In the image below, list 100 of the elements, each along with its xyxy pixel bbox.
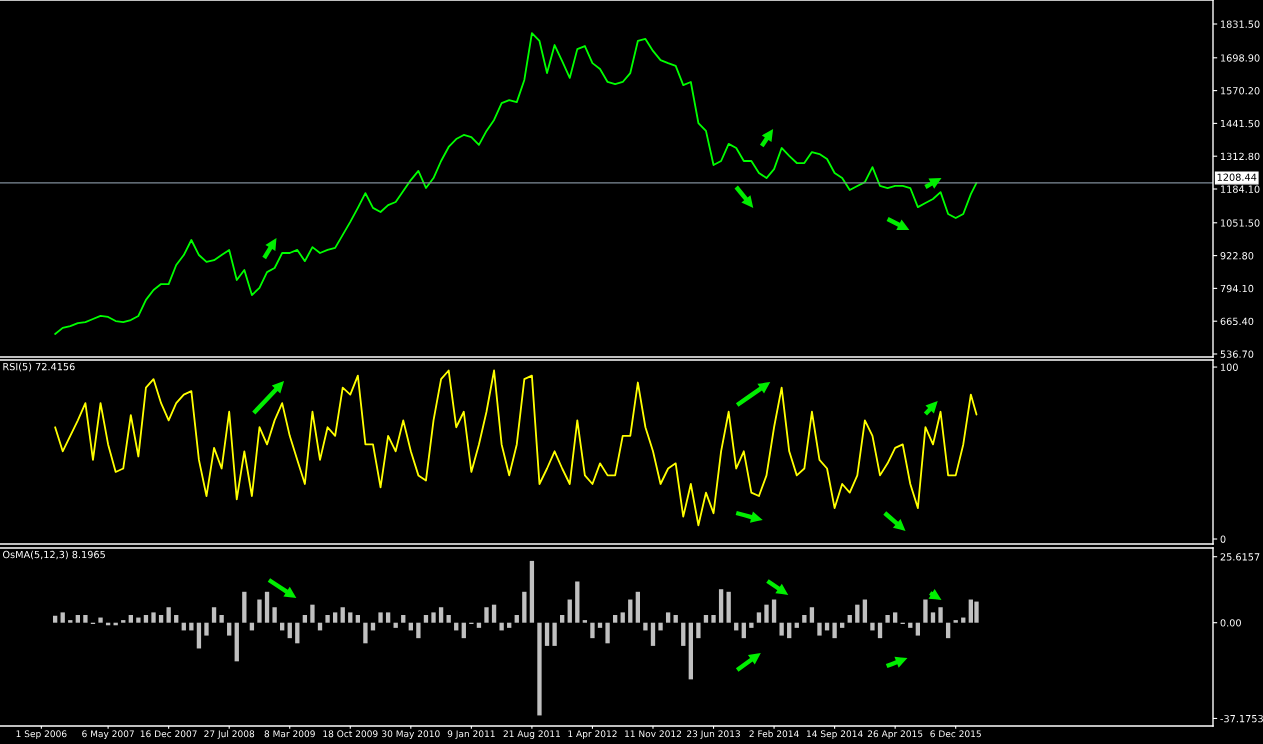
bar xyxy=(310,604,315,623)
bar xyxy=(779,622,784,636)
bar xyxy=(75,614,80,623)
line-series xyxy=(54,32,978,335)
y-tick-label: 100 xyxy=(1221,363,1238,371)
bar xyxy=(658,622,663,631)
bar xyxy=(877,622,883,639)
bar xyxy=(461,622,466,639)
bar xyxy=(560,614,565,623)
y-tick-label: 922.80 xyxy=(1220,252,1254,260)
bar xyxy=(726,591,731,623)
bar xyxy=(499,622,504,631)
bar xyxy=(681,622,686,646)
bar xyxy=(612,614,618,623)
bar xyxy=(522,591,527,623)
bar xyxy=(128,614,133,623)
bar xyxy=(582,620,588,623)
y-tick-label: 1831.50 xyxy=(1221,20,1260,28)
x-tick-label: 9 Jan 2011 xyxy=(447,730,495,739)
y-tick-label: 0.00 xyxy=(1220,619,1241,627)
bar xyxy=(537,622,542,716)
bar xyxy=(961,617,966,623)
x-tick-label: 14 Sep 2014 xyxy=(807,730,863,739)
chart-title: RSI(5) 72.4156 xyxy=(3,362,75,372)
bar xyxy=(870,622,875,631)
bar xyxy=(923,599,928,623)
bar xyxy=(121,620,126,623)
bar xyxy=(355,614,361,623)
bar xyxy=(787,622,792,639)
bar xyxy=(953,620,958,623)
x-tick-label: 2 Feb 2014 xyxy=(749,730,799,738)
bar xyxy=(945,622,951,639)
bar xyxy=(196,622,202,649)
bar xyxy=(552,622,557,646)
bar xyxy=(211,607,217,623)
x-tick-label: 6 Dec 2015 xyxy=(930,730,981,738)
bar xyxy=(847,614,852,623)
bar xyxy=(840,622,845,628)
bar xyxy=(204,622,209,636)
bar xyxy=(257,599,262,623)
y-tick-label: 1698.90 xyxy=(1221,54,1260,62)
x-tick-label: 27 Jul 2008 xyxy=(204,730,255,739)
bar xyxy=(136,617,141,623)
bar xyxy=(52,615,58,623)
bar xyxy=(741,622,746,639)
x-tick-label: 18 Oct 2009 xyxy=(323,730,378,738)
bar xyxy=(711,614,716,623)
bar xyxy=(158,614,164,623)
y-tick-label: 0 xyxy=(1220,535,1226,543)
bar xyxy=(423,614,429,623)
bar xyxy=(908,622,913,628)
x-tick-label: 26 Apr 2015 xyxy=(867,730,923,739)
bar xyxy=(703,614,709,623)
bar xyxy=(597,622,603,628)
bar xyxy=(650,622,656,646)
y-tick-label: 1570.20 xyxy=(1221,87,1260,95)
bar xyxy=(529,560,535,623)
bar xyxy=(219,614,224,623)
bar xyxy=(938,607,943,623)
bar xyxy=(514,614,519,623)
bar xyxy=(491,604,497,623)
y-tick-label: 1312.80 xyxy=(1221,152,1260,161)
x-tick-label: 6 May 2007 xyxy=(82,730,134,739)
bar xyxy=(340,607,345,623)
line-series xyxy=(54,369,978,527)
bar xyxy=(68,620,73,623)
bar xyxy=(143,614,149,623)
bar xyxy=(696,622,701,639)
x-tick-label: 1 Sep 2006 xyxy=(16,730,67,739)
bar xyxy=(476,622,482,628)
bar xyxy=(605,622,610,644)
bar xyxy=(794,622,799,628)
bar xyxy=(174,614,179,623)
bar xyxy=(756,612,762,623)
bar xyxy=(348,612,353,623)
bar xyxy=(635,591,641,623)
bar xyxy=(885,614,890,623)
bar xyxy=(575,581,580,623)
bar xyxy=(189,622,194,631)
bar xyxy=(287,622,292,639)
bar xyxy=(242,591,247,623)
bar xyxy=(628,599,633,623)
bar xyxy=(234,622,239,662)
bar xyxy=(378,612,383,623)
bar xyxy=(83,614,88,623)
y-tick-label: 1184.10 xyxy=(1221,185,1260,193)
bar xyxy=(688,622,693,680)
bar xyxy=(295,622,300,644)
bar xyxy=(272,607,277,623)
bar xyxy=(166,607,171,623)
bar xyxy=(915,622,921,636)
x-tick-label: 16 Dec 2007 xyxy=(140,730,197,738)
bar xyxy=(385,612,391,623)
y-tick-label: 794.10 xyxy=(1220,284,1254,293)
bar xyxy=(332,612,338,623)
x-tick-label: 21 Aug 2011 xyxy=(503,730,560,739)
chart-title: OsMA(5,12,3) 8.1965 xyxy=(2,550,105,560)
x-tick-label: 11 Nov 2012 xyxy=(625,730,681,738)
x-tick-label: 8 Mar 2009 xyxy=(264,730,315,738)
bar xyxy=(302,614,308,623)
